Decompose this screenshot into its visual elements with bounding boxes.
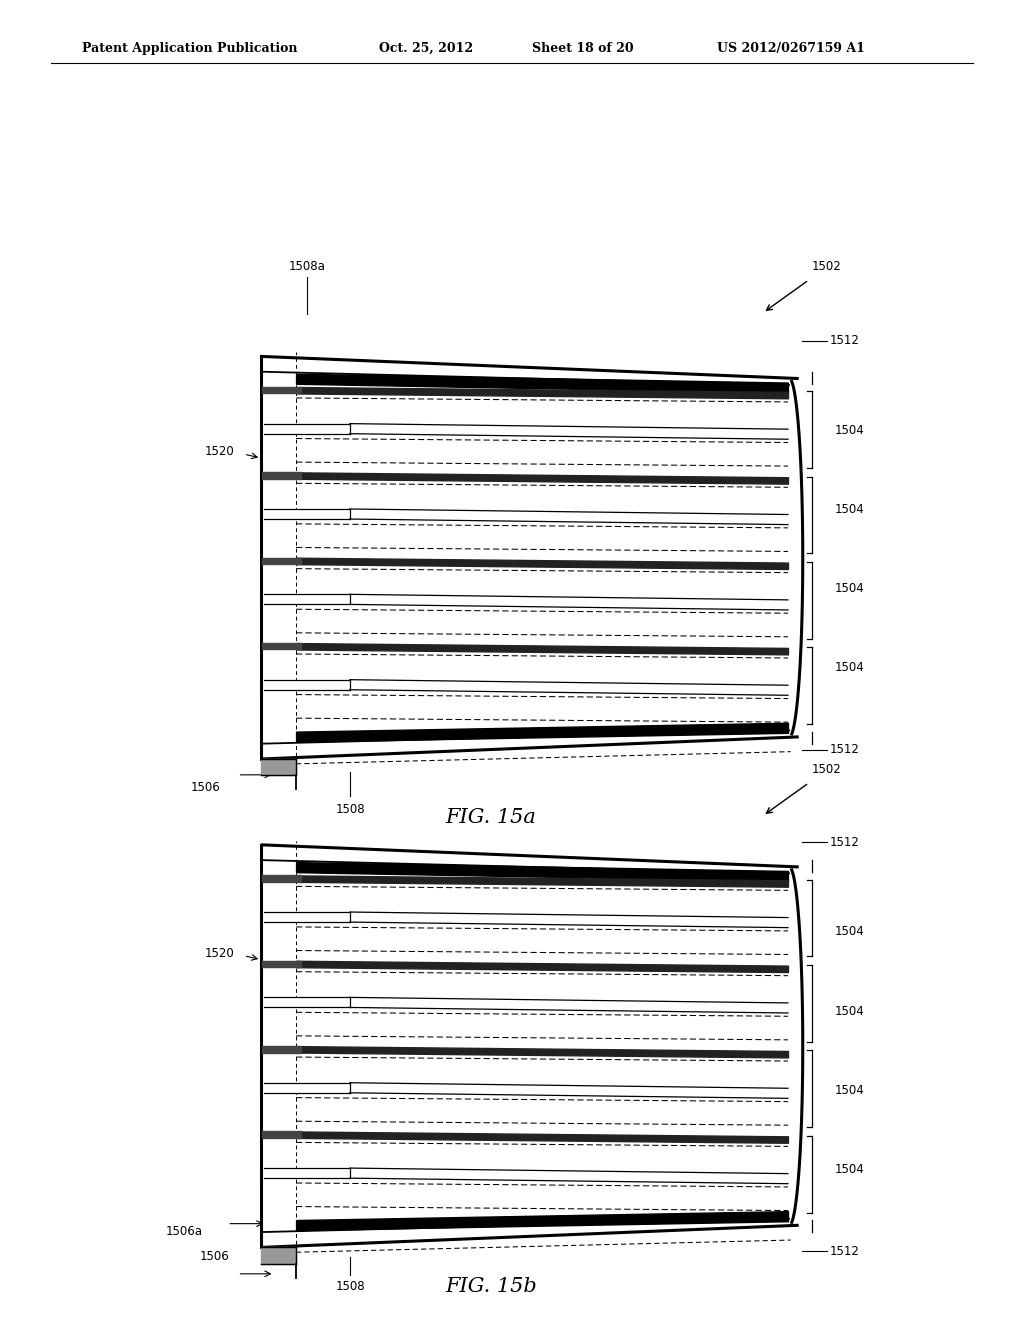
Text: 1520: 1520 (205, 445, 234, 458)
Text: FIG. 15a: FIG. 15a (445, 808, 537, 826)
Text: Patent Application Publication: Patent Application Publication (82, 42, 297, 55)
Text: 1506: 1506 (190, 781, 220, 795)
Text: 1504: 1504 (835, 1084, 864, 1097)
Text: 1504: 1504 (835, 661, 864, 675)
Text: 1504: 1504 (835, 424, 864, 437)
Text: 1504: 1504 (835, 503, 864, 516)
Text: 1512: 1512 (829, 1245, 859, 1258)
Text: US 2012/0267159 A1: US 2012/0267159 A1 (717, 42, 864, 55)
Text: 1506: 1506 (200, 1250, 229, 1263)
Text: 1506a: 1506a (166, 1225, 203, 1238)
Text: 1512: 1512 (829, 334, 859, 347)
Text: 1512: 1512 (829, 836, 859, 849)
Text: 1504: 1504 (835, 1005, 864, 1018)
Text: 1504: 1504 (835, 582, 864, 595)
Text: 1502: 1502 (812, 260, 842, 273)
Text: 1508a: 1508a (289, 260, 326, 273)
Text: FIG. 15b: FIG. 15b (445, 1278, 538, 1296)
Text: Sheet 18 of 20: Sheet 18 of 20 (532, 42, 634, 55)
Text: 1504: 1504 (835, 1163, 864, 1176)
Text: 1502: 1502 (812, 763, 842, 776)
Polygon shape (261, 356, 799, 759)
Text: 1512: 1512 (829, 743, 859, 756)
Polygon shape (261, 845, 799, 1247)
Text: 1520: 1520 (205, 946, 234, 960)
Text: Oct. 25, 2012: Oct. 25, 2012 (379, 42, 473, 55)
Text: 1508: 1508 (336, 1280, 366, 1294)
Text: 1504: 1504 (835, 925, 864, 939)
Text: 1508: 1508 (336, 803, 366, 816)
